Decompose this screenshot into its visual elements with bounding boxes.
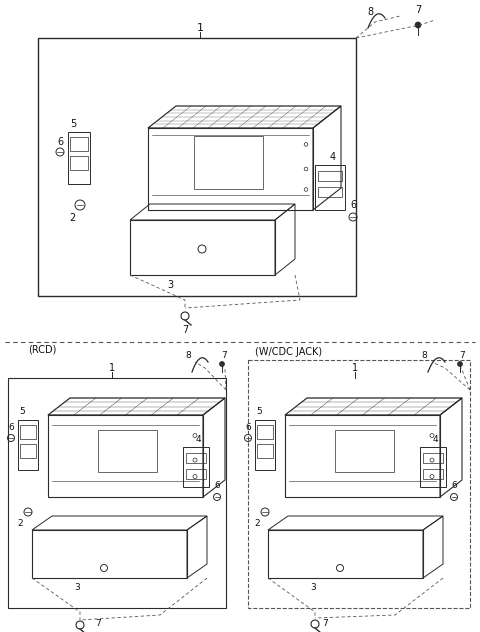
Text: 6: 6 bbox=[245, 423, 251, 432]
Text: 6: 6 bbox=[8, 423, 14, 432]
Bar bbox=[335, 430, 394, 472]
Circle shape bbox=[219, 362, 225, 367]
Text: 7: 7 bbox=[459, 351, 465, 360]
Text: 7: 7 bbox=[95, 619, 101, 628]
Bar bbox=[194, 136, 263, 189]
Text: 4: 4 bbox=[330, 152, 336, 162]
Bar bbox=[38, 38, 356, 296]
Text: (W/CDC JACK): (W/CDC JACK) bbox=[255, 347, 322, 357]
Text: 7: 7 bbox=[182, 325, 188, 335]
Text: 4: 4 bbox=[432, 435, 438, 444]
Text: 2: 2 bbox=[17, 520, 23, 528]
Bar bbox=[97, 430, 156, 472]
Text: 8: 8 bbox=[185, 351, 191, 360]
Text: 2: 2 bbox=[69, 213, 75, 223]
Bar bbox=[70, 137, 88, 151]
Bar bbox=[257, 444, 273, 458]
Text: 3: 3 bbox=[167, 280, 173, 290]
Text: 7: 7 bbox=[415, 5, 421, 15]
Text: 1: 1 bbox=[109, 363, 115, 373]
Bar bbox=[257, 425, 273, 439]
Bar bbox=[318, 171, 342, 181]
Bar bbox=[186, 453, 206, 463]
Text: 7: 7 bbox=[322, 619, 328, 628]
Bar bbox=[8, 378, 226, 608]
Text: 7: 7 bbox=[221, 351, 227, 360]
Bar bbox=[70, 156, 88, 170]
Text: 8: 8 bbox=[421, 351, 427, 360]
Text: 1: 1 bbox=[196, 23, 204, 33]
Text: 6: 6 bbox=[350, 200, 356, 210]
Bar bbox=[20, 444, 36, 458]
Text: 5: 5 bbox=[19, 408, 25, 416]
Bar bbox=[423, 453, 443, 463]
Text: 6: 6 bbox=[214, 480, 220, 490]
Text: 6: 6 bbox=[451, 480, 457, 490]
Text: 8: 8 bbox=[367, 7, 373, 17]
Circle shape bbox=[415, 22, 421, 28]
Text: 1: 1 bbox=[352, 363, 358, 373]
Text: 5: 5 bbox=[256, 408, 262, 416]
Text: 3: 3 bbox=[74, 583, 80, 593]
Text: 5: 5 bbox=[70, 119, 76, 129]
Bar bbox=[186, 469, 206, 479]
Text: 2: 2 bbox=[254, 520, 260, 528]
Bar bbox=[318, 187, 342, 197]
Circle shape bbox=[457, 362, 463, 367]
Text: 4: 4 bbox=[195, 435, 201, 444]
Bar bbox=[20, 425, 36, 439]
Text: 6: 6 bbox=[57, 137, 63, 147]
Bar bbox=[423, 469, 443, 479]
Bar bbox=[248, 360, 470, 608]
Text: (RCD): (RCD) bbox=[28, 344, 56, 354]
Text: 3: 3 bbox=[310, 583, 316, 593]
